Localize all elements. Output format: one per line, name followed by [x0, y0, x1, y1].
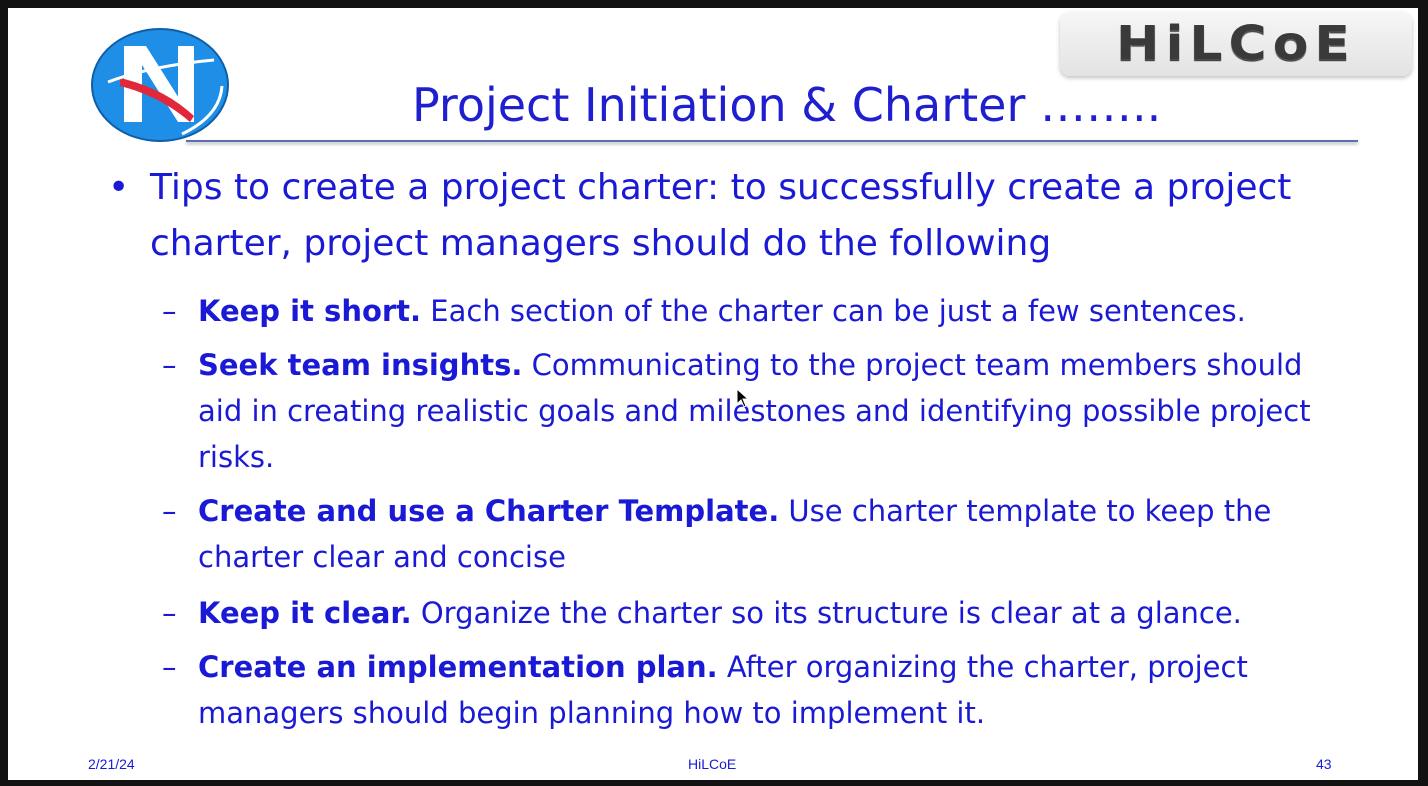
- tip-text: Create and use a Charter Template. Use c…: [198, 488, 1342, 580]
- tip-item: – Create and use a Charter Template. Use…: [162, 488, 1342, 580]
- tip-body: Use charter template to keep the charter…: [198, 494, 1272, 574]
- tip-heading: Create and use a Charter Template.: [198, 494, 780, 528]
- tip-text: Keep it clear. Organize the charter so i…: [198, 590, 1342, 636]
- main-bullet-text: Tips to create a project charter: to suc…: [150, 167, 1292, 264]
- dash-icon: –: [162, 596, 177, 630]
- footer-center: HiLCoE: [688, 756, 737, 772]
- dash-icon: –: [162, 650, 177, 684]
- footer-date: 2/21/24: [88, 756, 135, 772]
- bullet-dot-icon: •: [108, 167, 130, 208]
- tip-heading: Keep it clear.: [198, 596, 412, 630]
- tip-heading: Keep it short.: [198, 294, 422, 328]
- footer-page-number: 43: [1316, 756, 1332, 772]
- dash-icon: –: [162, 348, 177, 382]
- tip-text: Seek team insights. Communicating to the…: [198, 342, 1342, 480]
- mouse-cursor-icon: [736, 388, 750, 408]
- tip-text: Create an implementation plan. After org…: [198, 644, 1342, 736]
- slide-title: Project Initiation & Charter ……..: [412, 78, 1162, 132]
- slide: HiLCoE Project Initiation & Charter ……..…: [8, 8, 1418, 780]
- brand-text: HiLCoE: [1116, 17, 1356, 71]
- tip-text: Keep it short. Each section of the chart…: [198, 288, 1342, 334]
- tip-body: Communicating to the project team member…: [198, 348, 1311, 474]
- tip-item: – Seek team insights. Communicating to t…: [162, 342, 1342, 480]
- tip-heading: Create an implementation plan.: [198, 650, 718, 684]
- institution-logo-icon: [91, 28, 229, 142]
- tip-item: – Keep it clear. Organize the charter so…: [162, 590, 1342, 636]
- tip-item: – Keep it short. Each section of the cha…: [162, 288, 1342, 334]
- dash-icon: –: [162, 294, 177, 328]
- dash-icon: –: [162, 494, 177, 528]
- tip-body: Each section of the charter can be just …: [421, 294, 1246, 328]
- main-bullet: • Tips to create a project charter: to s…: [108, 160, 1328, 272]
- tip-body: Organize the charter so its structure is…: [411, 596, 1242, 630]
- brand-logo: HiLCoE: [1060, 12, 1412, 76]
- tip-item: – Create an implementation plan. After o…: [162, 644, 1342, 736]
- title-divider: [186, 140, 1358, 142]
- tip-heading: Seek team insights.: [198, 348, 523, 382]
- tip-body: After organizing the charter, project ma…: [198, 650, 1248, 730]
